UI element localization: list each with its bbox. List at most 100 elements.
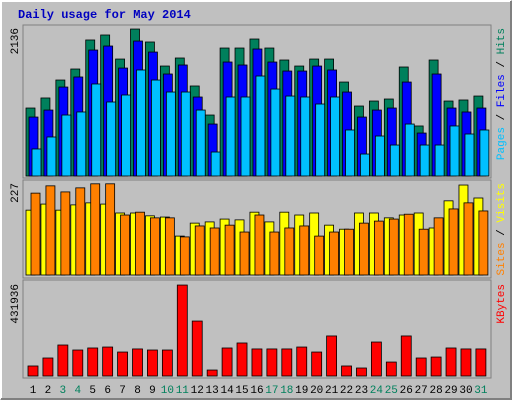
bar — [150, 217, 160, 276]
bar — [30, 192, 41, 276]
x-tick-label: 21 — [325, 385, 339, 397]
bar — [315, 103, 326, 177]
bar — [284, 227, 295, 276]
bar — [360, 153, 370, 177]
x-tick-label: 15 — [235, 385, 248, 397]
bar — [176, 284, 188, 377]
bar — [224, 224, 235, 276]
bar — [299, 225, 310, 276]
bar — [45, 185, 56, 276]
bar — [161, 349, 173, 377]
x-tick-label: 18 — [280, 385, 293, 397]
panel-frame — [22, 24, 492, 179]
bar — [27, 365, 39, 377]
bar — [385, 361, 397, 377]
x-tick-label: 6 — [104, 385, 111, 397]
x-tick-label: 16 — [250, 385, 263, 397]
bar — [210, 151, 221, 177]
panel-frame — [22, 279, 492, 379]
bar — [165, 91, 176, 177]
bar — [370, 341, 382, 377]
legend-entry: Visits — [496, 183, 508, 223]
legend-entry: Sites — [496, 242, 508, 275]
x-tick-label: 17 — [265, 385, 278, 397]
bar — [400, 335, 412, 377]
x-tick-label: 9 — [149, 385, 156, 397]
bar — [255, 75, 266, 177]
bar — [60, 191, 71, 276]
legend-separator: / — [496, 54, 508, 74]
bar — [135, 211, 145, 276]
x-tick-label: 7 — [119, 385, 126, 397]
bar — [285, 95, 296, 177]
bar — [194, 225, 205, 276]
bar — [191, 320, 203, 377]
bar — [433, 217, 444, 276]
x-tick-label: 19 — [295, 385, 308, 397]
bar — [105, 183, 116, 276]
bar — [374, 135, 385, 177]
bar — [117, 351, 128, 377]
bar — [75, 187, 86, 276]
bar — [254, 214, 265, 276]
bar — [76, 111, 87, 177]
bar — [449, 125, 460, 177]
legend-entry: Files — [496, 74, 508, 107]
bar — [434, 144, 445, 177]
bar — [151, 79, 161, 177]
bar — [359, 222, 369, 276]
bar — [106, 101, 117, 177]
bar — [311, 351, 323, 377]
x-tick-label: 27 — [415, 385, 428, 397]
y-tick-label: 227 — [10, 183, 22, 203]
bar — [460, 348, 472, 377]
x-tick-label: 3 — [60, 385, 67, 397]
bar — [87, 347, 99, 377]
bar — [236, 342, 248, 377]
bar — [373, 220, 384, 276]
x-tick-label: 26 — [400, 385, 413, 397]
bar — [478, 210, 489, 276]
bar — [90, 183, 101, 276]
x-tick-label: 1 — [30, 385, 37, 397]
bar — [445, 347, 457, 377]
x-tick-label: 14 — [220, 385, 234, 397]
bar — [356, 367, 367, 377]
bar — [419, 144, 430, 177]
x-tick-label: 8 — [134, 385, 141, 397]
x-tick-label: 24 — [370, 385, 384, 397]
legend: KBytes — [496, 284, 508, 324]
bar — [251, 348, 263, 377]
x-tick-label: 25 — [385, 385, 398, 397]
bar — [72, 349, 84, 377]
x-tick-label: 13 — [206, 385, 219, 397]
bar — [240, 96, 251, 177]
bar — [475, 348, 487, 377]
x-tick-label: 12 — [191, 385, 204, 397]
bar — [164, 217, 175, 276]
bar — [31, 148, 42, 177]
bar — [57, 344, 69, 377]
bar — [314, 235, 325, 276]
bar — [91, 83, 102, 177]
legend-separator: / — [496, 223, 508, 243]
bar — [46, 136, 57, 177]
bar — [239, 231, 250, 276]
bar — [415, 357, 427, 377]
bar — [430, 356, 442, 377]
bar — [266, 348, 278, 377]
bar — [388, 218, 399, 276]
bar — [330, 96, 341, 177]
x-tick-label: 5 — [89, 385, 96, 397]
bar — [345, 129, 355, 177]
chart-title: Daily usage for May 2014 — [18, 8, 191, 22]
bar — [300, 96, 311, 177]
bar — [270, 88, 281, 177]
bar — [209, 227, 220, 276]
bar — [221, 347, 233, 377]
bar — [403, 213, 414, 276]
x-tick-label: 20 — [310, 385, 323, 397]
